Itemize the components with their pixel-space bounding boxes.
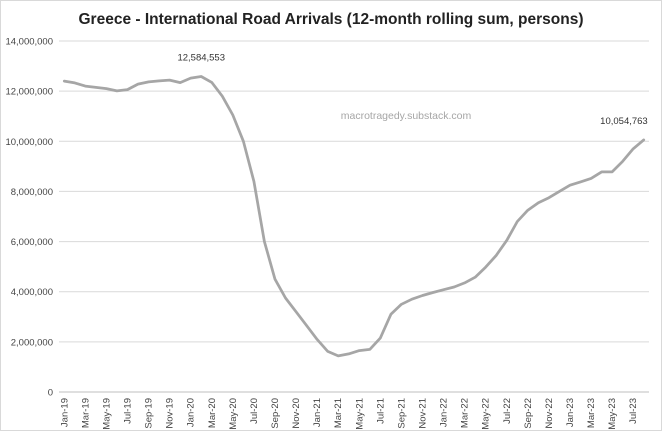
y-tick-label: 10,000,000 [5, 137, 53, 148]
gridlines [59, 40, 649, 343]
y-tick-label: 6,000,000 [11, 237, 53, 248]
x-tick-label: Sep-20 [270, 398, 281, 429]
x-tick-label: Jul-20 [249, 398, 260, 424]
x-tick-label: Sep-21 [396, 398, 407, 429]
x-axis-ticks: Jan-19 Mar-19 May-19 Jul-19 Sep-19 Nov-19 Jan-… [59, 398, 639, 430]
y-tick-label: 8,000,000 [11, 187, 53, 198]
chart-title: Greece - International Road Arrivals (12… [79, 11, 584, 28]
y-tick-label: 14,000,000 [5, 37, 53, 48]
series-layer [62, 75, 646, 358]
x-tick-label: Mar-20 [207, 398, 218, 428]
x-tick-label: May-23 [607, 398, 618, 430]
x-tick-label: May-21 [354, 398, 365, 430]
watermark-text: macrotragedy.substack.com [341, 110, 472, 122]
x-tick-label: May-22 [481, 398, 492, 430]
x-tick-label: Mar-21 [333, 398, 344, 428]
x-tick-label: Jul-22 [502, 398, 513, 424]
x-tick-label: May-19 [101, 398, 112, 430]
x-tick-label: Jan-19 [59, 398, 70, 427]
x-tick-label: May-20 [228, 398, 239, 430]
y-tick-label: 0 [48, 388, 53, 399]
x-tick-label: Sep-19 [144, 398, 155, 429]
data-label: 10,054,763 [600, 116, 648, 127]
x-tick-label: Sep-22 [523, 398, 534, 429]
x-tick-label: Mar-23 [586, 398, 597, 428]
x-tick-label: Jan-22 [439, 398, 450, 427]
x-tick-label: Mar-22 [460, 398, 471, 428]
x-tick-label: Mar-19 [80, 398, 91, 428]
x-tick-label: Nov-21 [417, 398, 428, 429]
x-tick-label: Jan-20 [186, 398, 197, 427]
y-tick-label: 4,000,000 [11, 287, 53, 298]
y-tick-label: 2,000,000 [11, 337, 53, 348]
x-tick-label: Nov-19 [165, 398, 176, 429]
x-tick-label: Nov-22 [544, 398, 555, 429]
x-tick-label: Jul-23 [628, 398, 639, 424]
x-tick-label: Jul-21 [375, 398, 386, 424]
data-label: 12,584,553 [177, 52, 225, 63]
x-tick-label: Jan-23 [565, 398, 576, 427]
y-tick-label: 12,000,000 [5, 87, 53, 98]
annotations: 12,584,553 10,054,763 [177, 52, 647, 126]
x-tick-label: Nov-20 [291, 398, 302, 429]
x-tick-label: Jul-19 [122, 398, 133, 424]
y-axis-ticks: 0 2,000,000 4,000,000 6,000,000 8,000,000 10,… [5, 37, 53, 399]
series-line [62, 75, 646, 358]
x-tick-label: Jan-21 [312, 398, 323, 427]
